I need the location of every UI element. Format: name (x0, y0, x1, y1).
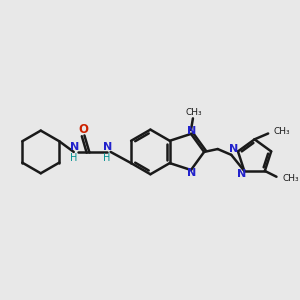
Text: N: N (237, 169, 246, 179)
Text: N: N (103, 142, 112, 152)
Text: N: N (230, 145, 239, 154)
Text: CH₃: CH₃ (274, 127, 291, 136)
Text: N: N (187, 168, 196, 178)
Text: CH₃: CH₃ (282, 174, 299, 183)
Text: CH₃: CH₃ (186, 108, 202, 117)
Text: O: O (79, 123, 88, 136)
Text: N: N (70, 142, 80, 152)
Text: N: N (187, 126, 196, 136)
Text: H: H (103, 153, 110, 163)
Text: H: H (70, 153, 77, 163)
